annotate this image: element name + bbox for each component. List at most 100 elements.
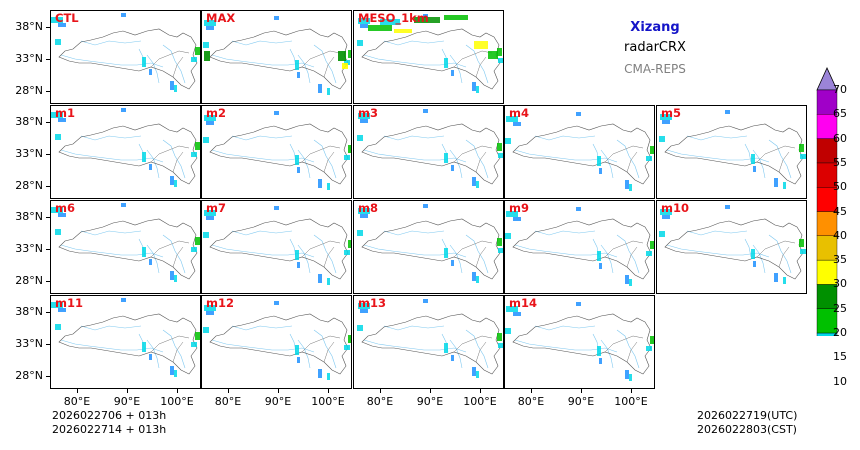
region-title: Xizang	[630, 20, 680, 35]
river-line	[211, 339, 315, 353]
map-canvas	[657, 106, 806, 198]
colorbar-tick-label: 35	[833, 253, 847, 267]
river-line	[534, 135, 596, 141]
region-border	[209, 218, 349, 280]
river-line	[162, 139, 186, 179]
echo-cell	[597, 156, 601, 166]
echo-cell	[149, 69, 152, 75]
map-panel: m11	[50, 295, 201, 389]
echo-cell	[753, 166, 756, 172]
echo-cell	[348, 335, 351, 343]
river-line	[297, 54, 311, 84]
map-canvas	[51, 11, 200, 103]
colorbar-tick-label: 70	[833, 83, 847, 96]
echo-cell	[662, 120, 670, 124]
echo-cell	[451, 260, 454, 266]
echo-cell	[58, 23, 66, 27]
river-line	[768, 139, 792, 179]
river-line	[60, 244, 164, 258]
lon-tick	[278, 389, 279, 393]
echo-cell	[513, 312, 521, 316]
panel-label: m3	[358, 106, 378, 120]
echo-cell	[318, 369, 322, 378]
echo-cell	[472, 82, 476, 91]
map-canvas	[202, 11, 351, 103]
river-line	[162, 234, 186, 274]
map-panel: m14	[504, 295, 655, 389]
map-canvas	[354, 11, 503, 103]
echo-cell	[472, 272, 476, 281]
echo-cell	[625, 275, 629, 284]
echo-cell	[174, 180, 177, 187]
echo-cell	[444, 15, 468, 20]
echo-cell	[51, 17, 63, 23]
echo-cell	[191, 152, 197, 157]
lon-label: 80°E	[63, 395, 91, 408]
echo-cell	[423, 14, 428, 18]
lon-label: 100°E	[311, 395, 345, 408]
colorbar-graphic	[816, 67, 838, 336]
lat-tick	[46, 154, 50, 155]
echo-cell	[597, 251, 601, 261]
colorbar-tick-label: 65	[833, 107, 847, 121]
map-panel: CTL	[50, 10, 201, 104]
echo-cell	[476, 276, 479, 283]
river-line	[686, 135, 748, 141]
echo-cell	[357, 325, 363, 331]
map-background	[505, 106, 654, 198]
echo-cell	[360, 214, 368, 218]
echo-cell	[142, 152, 146, 162]
river-line	[363, 149, 467, 163]
echo-cell	[513, 122, 521, 126]
colorbar-tick-label: 50	[833, 180, 847, 194]
river-line	[80, 135, 142, 141]
echo-cell	[318, 179, 322, 188]
lon-label: 80°E	[214, 395, 242, 408]
echo-cell	[423, 109, 428, 113]
lat-tick	[46, 186, 50, 187]
echo-cell	[360, 119, 368, 123]
echo-cell	[629, 184, 632, 191]
echo-cell	[488, 51, 498, 59]
lon-label: 100°E	[463, 395, 497, 408]
river-line	[383, 40, 445, 46]
echo-cell	[58, 213, 66, 217]
river-line	[211, 54, 315, 68]
province-border	[150, 335, 190, 363]
echo-cell	[203, 232, 209, 238]
map-canvas	[505, 106, 654, 198]
echo-cell	[327, 183, 330, 190]
echo-cell	[204, 210, 216, 216]
lon-label: 90°E	[113, 395, 141, 408]
echo-cell	[195, 237, 200, 245]
panel-label: m4	[509, 106, 529, 120]
panel-label: MESO_1km	[358, 11, 429, 25]
colorbar-tick-label: 30	[833, 277, 847, 291]
echo-cell	[344, 60, 350, 65]
echo-cell	[451, 355, 454, 361]
echo-cell	[506, 211, 518, 217]
river-line	[600, 244, 614, 274]
lon-label: 90°E	[264, 395, 292, 408]
echo-cell	[360, 309, 368, 313]
lat-tick	[46, 91, 50, 92]
region-border	[58, 28, 198, 90]
echo-cell	[414, 17, 440, 23]
map-canvas	[505, 201, 654, 293]
echo-cell	[170, 366, 174, 375]
map-canvas	[505, 296, 654, 388]
echo-cell	[498, 343, 503, 348]
river-line	[449, 244, 463, 274]
lon-tick	[531, 389, 532, 393]
river-line	[146, 339, 160, 369]
province-border	[150, 50, 190, 78]
echo-cell	[149, 354, 152, 360]
province-border	[453, 240, 493, 268]
panel-label: CTL	[55, 11, 79, 25]
echo-cell	[170, 81, 174, 90]
panel-label: m2	[206, 106, 226, 120]
river-line	[449, 54, 463, 84]
region-border	[361, 123, 501, 185]
echo-cell	[451, 70, 454, 76]
colorbar-tick-label: 45	[833, 204, 847, 218]
